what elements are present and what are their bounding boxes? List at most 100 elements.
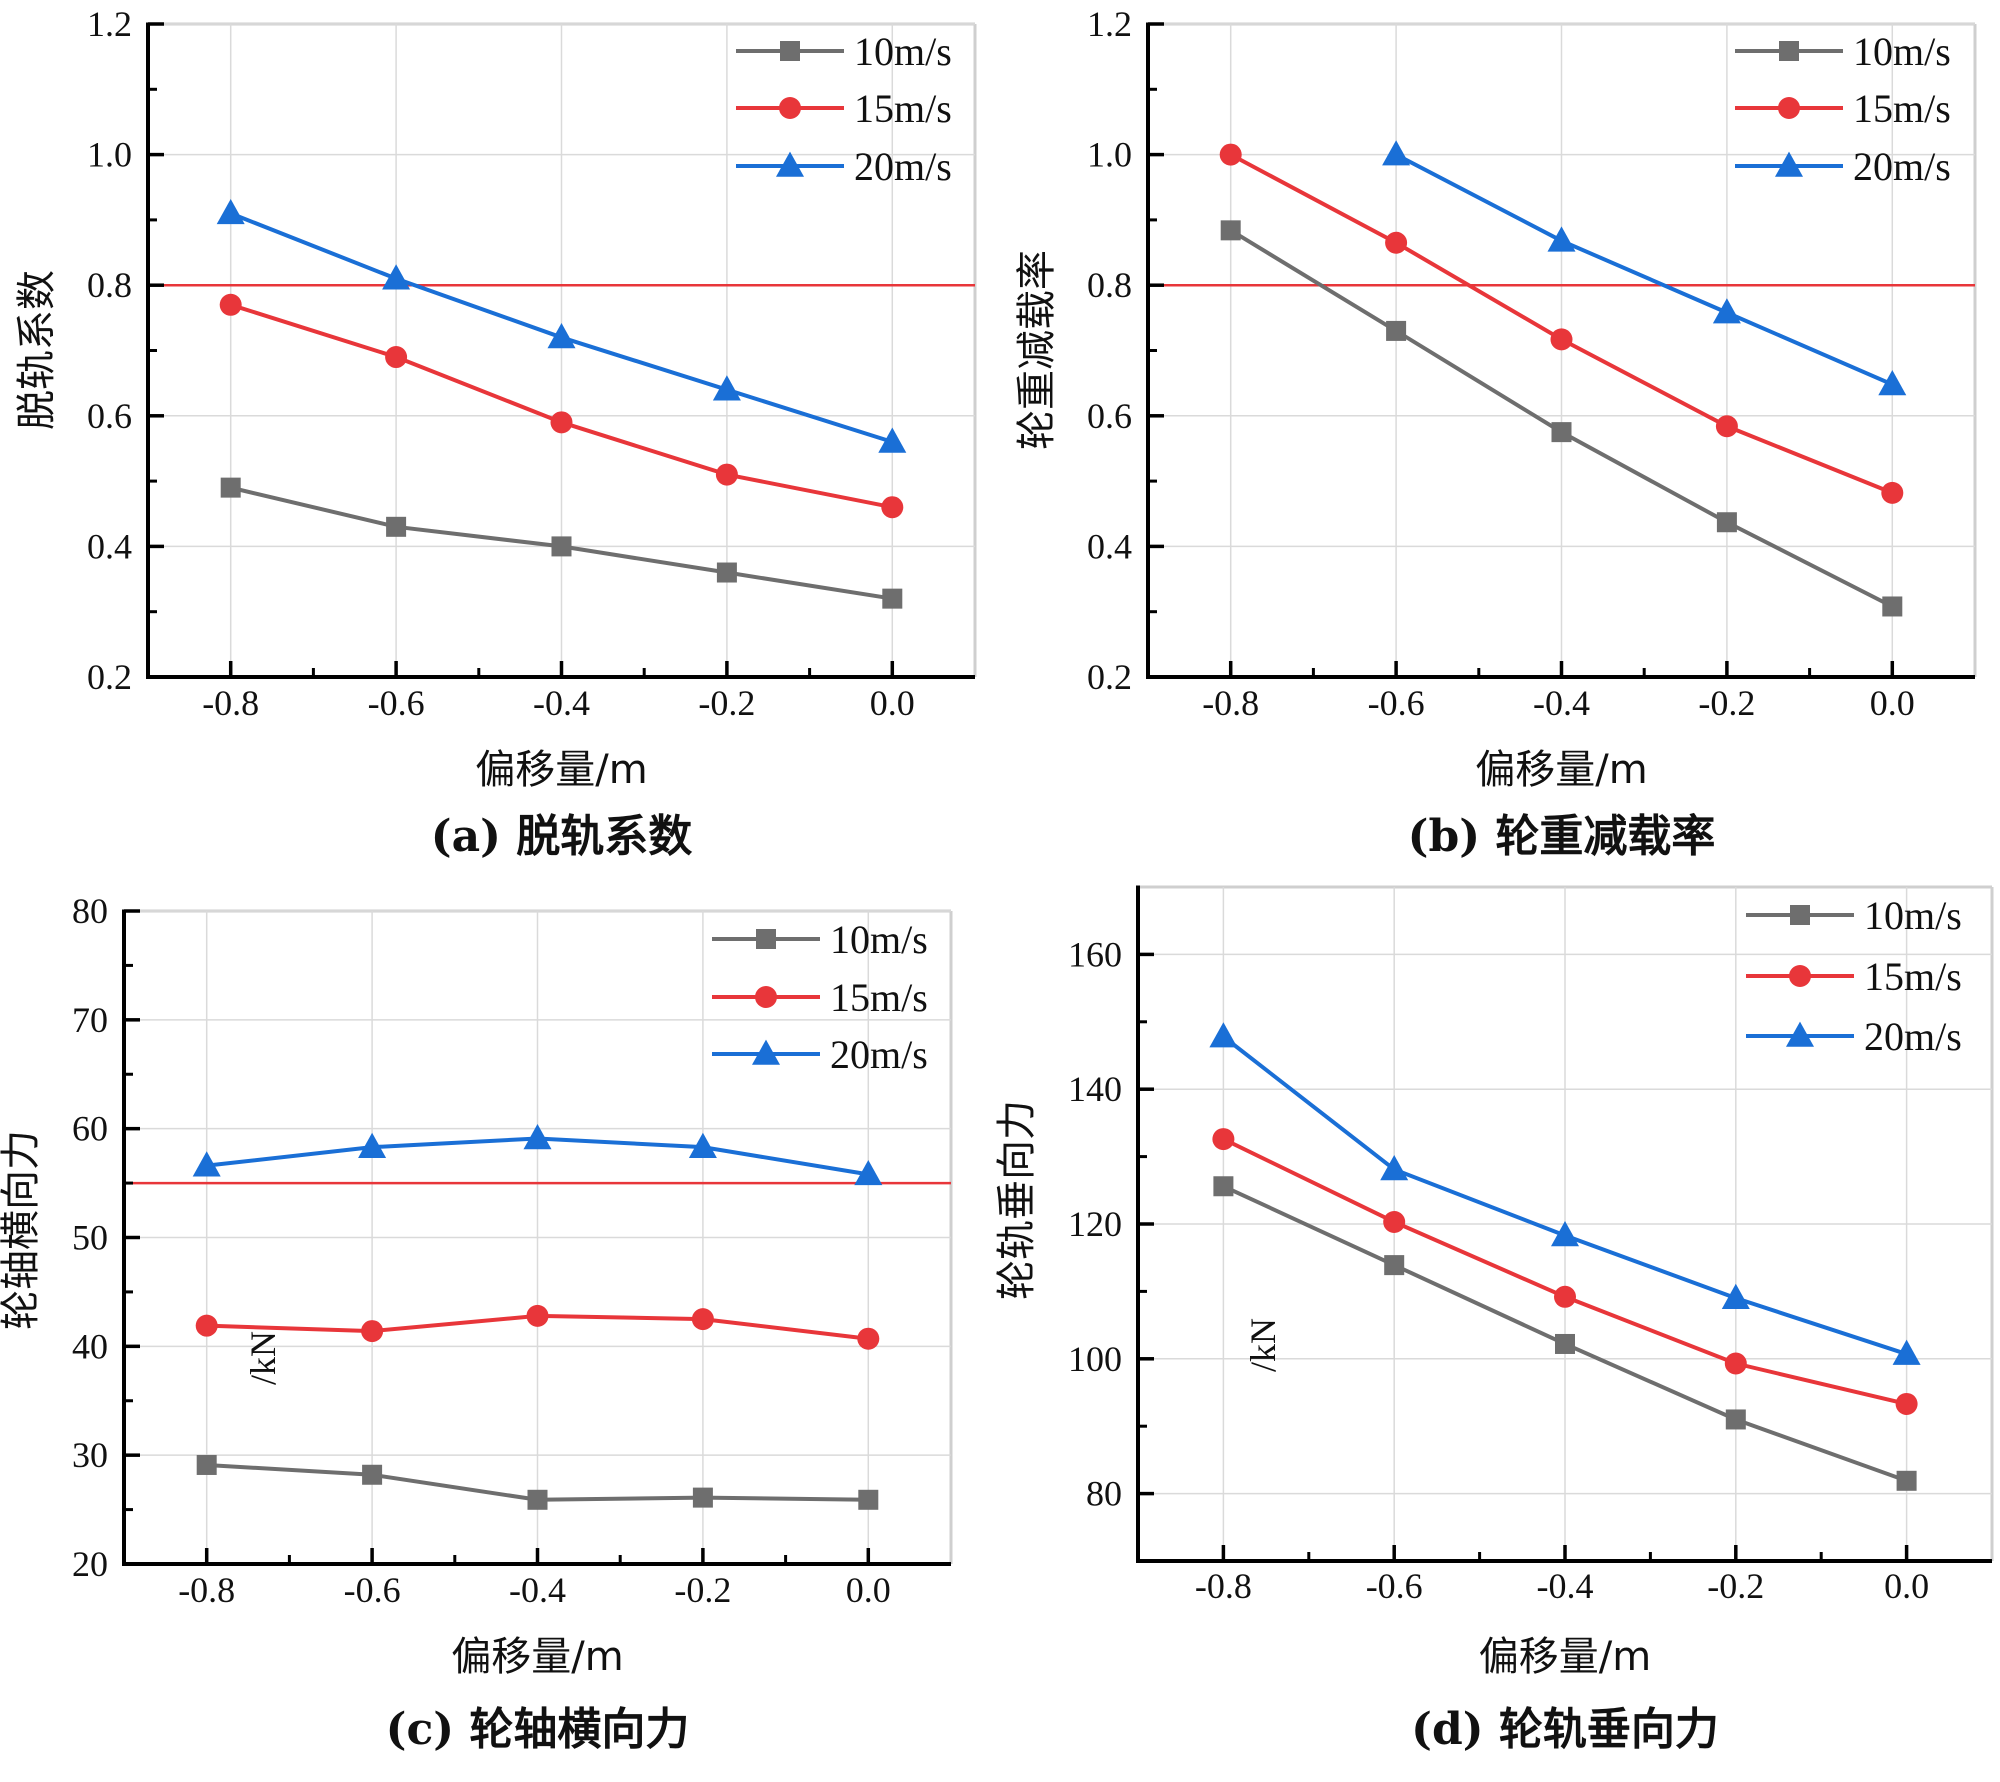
x-axis-title: 偏移量/m [451,1634,623,1680]
y-tick-label: 0.4 [87,526,132,566]
data-point-square [1220,220,1241,241]
x-tick-label: -0.4 [1533,683,1590,723]
data-point-circle [1550,328,1573,351]
series-10m-per-s [1220,220,1903,617]
data-point-circle [1385,231,1408,254]
legend-entry: 15m/s [736,86,952,131]
y-tick-label: 0.2 [87,657,132,697]
x-tick-label: 0.0 [1884,1566,1929,1606]
x-tick-label: 0.0 [846,1570,891,1610]
data-point-square [858,1489,879,1510]
legend-label: 10m/s [854,29,952,74]
y-tick-label: 0.6 [87,396,132,436]
y-tick-label: 60 [72,1109,108,1149]
panel-caption: (a) 脱轨系数 [431,811,692,862]
legend-label: 20m/s [1853,144,1951,189]
legend-entry: 10m/s [736,29,952,74]
x-tick-label: -0.2 [1707,1566,1764,1606]
data-point-circle [550,411,573,434]
series-10m-per-s [220,477,903,609]
x-tick-label: -0.8 [178,1570,235,1610]
data-point-triangle [1721,1283,1750,1309]
x-tick-label: -0.4 [533,683,590,723]
x-tick-label: -0.4 [1537,1566,1594,1606]
legend-label: 20m/s [830,1032,928,1077]
panel-caption: (c) 轮轴横向力 [386,1704,690,1755]
data-point-square [527,1489,548,1510]
x-tick-label: -0.2 [674,1570,731,1610]
data-point-circle [1715,415,1738,438]
y-axis-title: 轮轴横向力 [0,1130,44,1330]
legend-marker-square [1790,905,1810,925]
data-point-square [1555,1333,1575,1354]
legend-label: 15m/s [1853,86,1951,131]
series-10m-per-s [196,1454,879,1510]
data-point-circle [385,346,408,369]
data-point-triangle [1547,226,1576,252]
data-point-circle [881,496,904,519]
data-point-square [1896,1470,1917,1491]
y-unit-label: /kN [243,1331,283,1385]
panel-caption: (d) 轮轨垂向力 [1411,1704,1719,1755]
data-point-triangle [854,1159,883,1186]
data-point-triangle [878,427,907,453]
legend-label: 15m/s [854,86,952,131]
y-tick-label: 1.2 [87,4,132,44]
legend-marker-triangle [752,1039,780,1065]
data-point-triangle [216,198,245,225]
data-point-circle [526,1304,549,1327]
data-point-triangle [712,375,741,401]
data-point-circle [195,1314,218,1337]
data-point-circle [715,463,738,486]
legend-entry: 10m/s [1746,893,1962,938]
legend-marker-triangle [776,151,804,177]
legend-marker-circle [1778,97,1800,119]
y-tick-label: 1.0 [87,135,132,175]
data-point-triangle [1551,1221,1579,1247]
data-point-square [362,1464,383,1485]
data-point-circle [1554,1285,1576,1308]
x-tick-label: -0.6 [1368,683,1425,723]
data-point-triangle [688,1132,717,1158]
data-point-triangle [1712,298,1741,324]
series-20m-per-s [1382,140,1907,396]
legend-entry: 20m/s [712,1032,928,1077]
series-20m-per-s [216,198,907,453]
y-tick-label: 140 [1068,1069,1122,1109]
x-tick-label: -0.8 [202,683,259,723]
data-point-circle [1383,1210,1406,1233]
legend-entry: 10m/s [712,917,928,962]
legend-label: 20m/s [854,144,952,189]
data-point-triangle [523,1124,552,1150]
x-tick-label: -0.2 [698,683,755,723]
data-point-circle [1881,481,1904,504]
x-tick-label: -0.8 [1202,683,1259,723]
x-tick-label: -0.4 [509,1570,566,1610]
legend-entry: 15m/s [1746,954,1962,999]
y-tick-label: 120 [1068,1204,1122,1244]
y-tick-label: 80 [1086,1474,1122,1514]
chart-panel-a: -0.8 -0.6 -0.4 -0.2 0.0 0.2 0.4 0.6 0.8 1.0 1.2 10m… [14,4,977,862]
data-point-triangle [547,323,576,349]
series-10m-per-s [1213,1176,1917,1491]
x-tick-label: 0.0 [1870,683,1915,723]
legend-entry: 20m/s [1735,144,1951,189]
series-15m-per-s [1212,1128,1918,1415]
data-point-triangle [1209,1022,1238,1048]
x-tick-label: -0.6 [368,683,425,723]
data-point-circle [1724,1352,1747,1375]
y-unit-label: /kN [1243,1318,1283,1372]
legend-entry: 15m/s [1735,86,1951,131]
data-point-circle [1219,143,1242,166]
legend-label: 10m/s [1853,29,1951,74]
data-point-triangle [1892,1339,1921,1365]
legend-label: 10m/s [830,917,928,962]
legend-label: 20m/s [1864,1014,1962,1059]
legend-marker-circle [755,986,777,1008]
legend-marker-triangle [1775,151,1803,177]
data-point-triangle [1878,370,1907,396]
data-point-square [692,1487,713,1508]
y-axis-title: 脱轨系数 [14,270,60,430]
data-point-triangle [1380,1155,1409,1181]
data-point-circle [361,1320,384,1343]
